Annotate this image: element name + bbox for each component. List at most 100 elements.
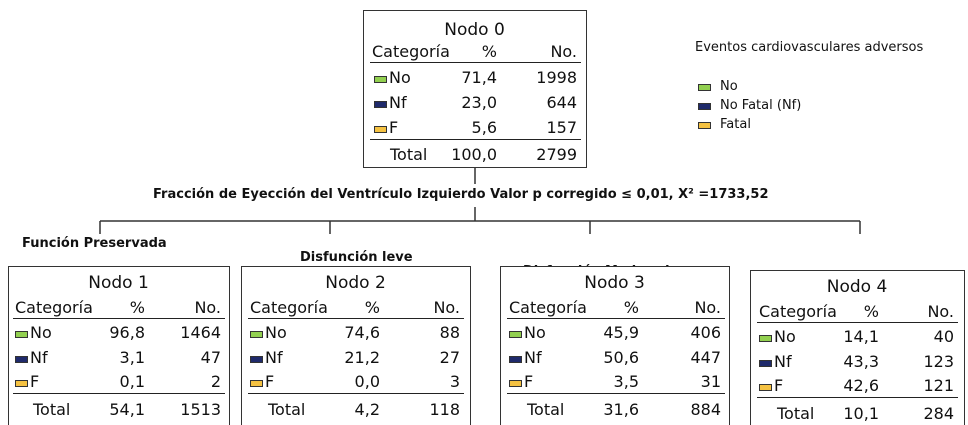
header-cell: Categoría [509, 298, 587, 317]
header-rule [370, 62, 581, 63]
row-cell: 21,2 [344, 348, 380, 367]
row-cell: 42,6 [843, 376, 879, 395]
header-cell: No. [550, 42, 577, 61]
row-cell: F [524, 372, 534, 391]
row-cell: 121 [923, 376, 954, 395]
node-title: Nodo 2 [325, 273, 386, 293]
row-cell: 1998 [536, 68, 577, 87]
row-cell: 0,0 [354, 372, 380, 391]
row-cell: 644 [546, 93, 577, 112]
category-swatch [759, 335, 772, 342]
row-cell: 45,9 [603, 323, 639, 342]
total-cell: 1513 [180, 400, 221, 419]
row-cell: 1464 [180, 323, 221, 342]
node-title: Nodo 4 [826, 277, 888, 297]
row-cell: 40 [933, 327, 954, 346]
total-cell: 4,2 [354, 400, 380, 419]
row-cell: 88 [439, 323, 460, 342]
row-cell: 3,5 [613, 372, 639, 391]
header-cell: Categoría [759, 302, 837, 321]
row-cell: No [389, 68, 411, 87]
row-cell: 23,0 [461, 93, 497, 112]
total-rule [757, 397, 958, 398]
header-cell: % [863, 302, 879, 321]
row-cell: 96,8 [109, 323, 145, 342]
total-cell: 284 [923, 404, 954, 423]
branch-label: Disfunción leve [300, 250, 413, 265]
header-rule [757, 322, 958, 323]
total-cell: 10,1 [843, 404, 879, 423]
node: Nodo 2 Categoría% No. No 74,6 88 Nf 21,2 27 F 0,0 3… [241, 266, 471, 425]
total-rule [507, 393, 725, 394]
header-rule [248, 318, 464, 319]
total-cell: Total [527, 400, 565, 419]
total-rule [13, 393, 225, 394]
header-cell: Categoría [250, 298, 328, 317]
row-cell: Nf [389, 93, 407, 112]
row-cell: F [774, 376, 784, 395]
header-cell: No. [433, 298, 460, 317]
row-cell: 50,6 [603, 348, 639, 367]
branch-label: Función Preservada [22, 236, 167, 251]
legend-swatch [698, 103, 711, 110]
header-cell: % [481, 42, 497, 61]
total-cell: Total [777, 404, 815, 423]
total-cell: Total [268, 400, 306, 419]
category-swatch [374, 101, 387, 108]
row-cell: Nf [524, 348, 542, 367]
header-cell: Categoría [372, 42, 450, 61]
row-cell: F [265, 372, 275, 391]
row-cell: 406 [690, 323, 721, 342]
node: Nodo 1 Categoría% No. No 96,8 1464 Nf 3,1 47 F 0,1… [8, 266, 230, 425]
legend-label: Fatal [720, 117, 751, 132]
row-cell: 31 [700, 372, 721, 391]
total-cell: Total [33, 400, 71, 419]
header-cell: % [623, 298, 639, 317]
row-cell: 5,6 [471, 118, 497, 137]
total-cell: 2799 [536, 145, 577, 164]
header-cell: Categoría [15, 298, 93, 317]
row-cell: No [30, 323, 52, 342]
legend-swatch [698, 122, 711, 129]
category-swatch [250, 331, 263, 338]
row-cell: No [265, 323, 287, 342]
row-cell: 157 [546, 118, 577, 137]
row-cell: 47 [200, 348, 221, 367]
category-swatch [509, 380, 522, 387]
category-swatch [374, 126, 387, 133]
row-cell: 14,1 [843, 327, 879, 346]
row-cell: 3 [449, 372, 460, 391]
row-cell: 447 [690, 348, 721, 367]
total-cell: Total [390, 145, 428, 164]
header-cell: No. [927, 302, 954, 321]
category-swatch [759, 360, 772, 367]
header-rule [13, 318, 225, 319]
total-cell: 884 [690, 400, 721, 419]
row-cell: 74,6 [344, 323, 380, 342]
node: Nodo 0 Categoría% No. No 71,4 1998 Nf 23,0 644 F 5… [363, 10, 587, 168]
node-title: Nodo 0 [444, 20, 505, 40]
row-cell: F [389, 118, 399, 137]
node-title: Nodo 3 [584, 273, 645, 293]
total-rule [248, 393, 464, 394]
total-cell: 118 [429, 400, 460, 419]
category-swatch [509, 356, 522, 363]
total-cell: 54,1 [109, 400, 145, 419]
row-cell: 123 [923, 352, 954, 371]
row-cell: No [774, 327, 796, 346]
node: Nodo 3 Categoría% No. No 45,9 406 Nf 50,6 447 F 3,… [500, 266, 730, 425]
legend-swatch [698, 84, 711, 91]
row-cell: Nf [265, 348, 283, 367]
header-cell: No. [194, 298, 221, 317]
row-cell: 2 [210, 372, 221, 391]
node-title: Nodo 1 [88, 273, 149, 293]
category-swatch [374, 76, 387, 83]
header-cell: No. [694, 298, 721, 317]
category-swatch [15, 356, 28, 363]
category-swatch [759, 384, 772, 391]
header-cell: % [129, 298, 145, 317]
split-label: Fracción de Eyección del Ventrículo Izqu… [153, 187, 769, 202]
row-cell: Nf [774, 352, 792, 371]
